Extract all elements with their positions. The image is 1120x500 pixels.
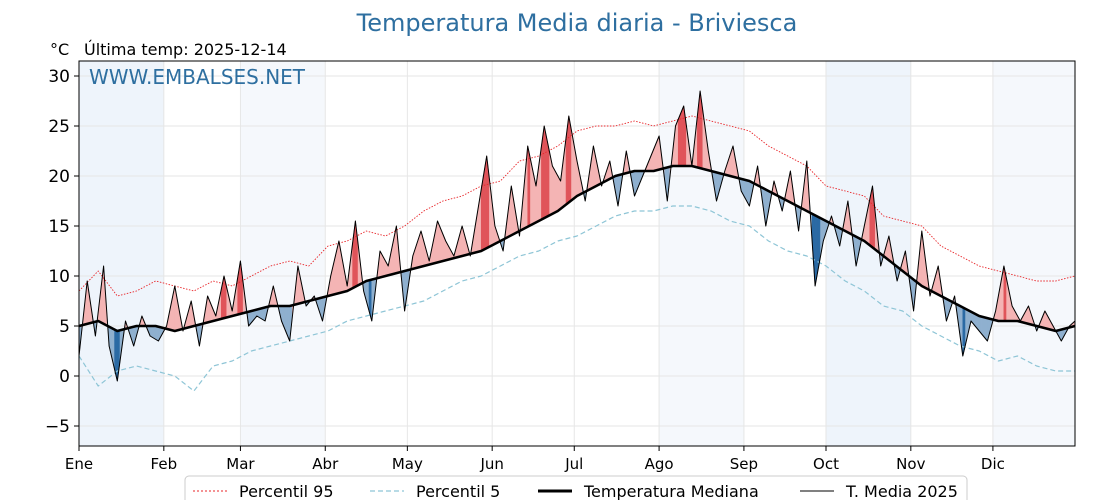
anomaly-segment [552,165,556,215]
grid-lines [78,61,1075,446]
anomaly-segment [680,105,685,167]
y-tick-label: 5 [59,317,70,337]
month-band [992,61,1075,446]
x-tick-label: Dic [981,455,1005,473]
chart-title: Temperatura Media diaria - Briviesca [356,9,798,37]
watermark: WWW.EMBALSES.NET [89,65,306,89]
month-bands [79,61,1075,446]
y-axis: −5 0 5 10 15 20 25 30 [45,67,79,437]
month-band [240,61,326,446]
y-tick-label: 10 [48,267,70,287]
legend-label-current: T. Media 2025 [845,482,958,500]
anomaly-segment [152,325,156,340]
legend-label-p95: Percentil 95 [239,482,334,500]
series-line-percentil-5 [78,205,1075,392]
x-tick-label: Jun [479,455,503,473]
x-tick-label: Mar [226,455,255,473]
plot-frame [78,60,1076,447]
anomaly-segment [155,325,159,342]
y-tick-label: 20 [48,167,70,187]
y-tick-label: 30 [48,67,70,87]
anomaly-segment [543,125,548,219]
anomaly-segment [554,170,559,213]
x-tick-label: Sep [730,455,758,473]
last-temp-label: Última temp: 2025-12-14 [84,40,287,59]
series-line-percentil-95 [78,115,1076,297]
x-axis: Ene Feb Mar Abr May Jun Jul Ago Sep Oct Nov Dic [65,446,1005,473]
legend-box [184,475,968,500]
anomaly-segment [262,307,266,322]
legend: Percentil 95 Percentil 5 Temperatura Med… [184,475,968,500]
legend-label-median: Temperatura Mediana [583,482,759,500]
y-tick-label: 25 [48,117,70,137]
series-lines [78,90,1076,392]
anomaly-segment [677,112,682,167]
y-tick-label: −5 [45,417,70,437]
x-tick-label: Nov [896,455,925,473]
y-tick-label: 0 [59,367,70,387]
series-line-t-media-2025 [78,90,1076,382]
legend-label-p5: Percentil 5 [416,482,500,500]
unit-label: °C [50,40,69,59]
x-tick-label: Ago [645,455,674,473]
plot-area: WWW.EMBALSES.NET [78,60,1076,447]
month-band [79,61,164,446]
x-tick-label: Jul [564,455,583,473]
month-band [826,61,911,446]
x-tick-label: Oct [813,455,839,473]
x-tick-label: May [392,455,423,473]
x-tick-label: Abr [312,455,339,473]
y-tick-label: 15 [48,217,70,237]
x-tick-label: Ene [65,455,93,473]
x-tick-label: Feb [151,455,178,473]
